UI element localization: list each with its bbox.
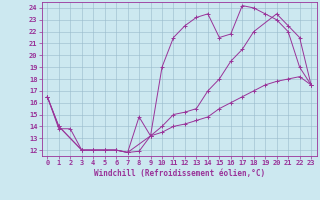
X-axis label: Windchill (Refroidissement éolien,°C): Windchill (Refroidissement éolien,°C) <box>94 169 265 178</box>
